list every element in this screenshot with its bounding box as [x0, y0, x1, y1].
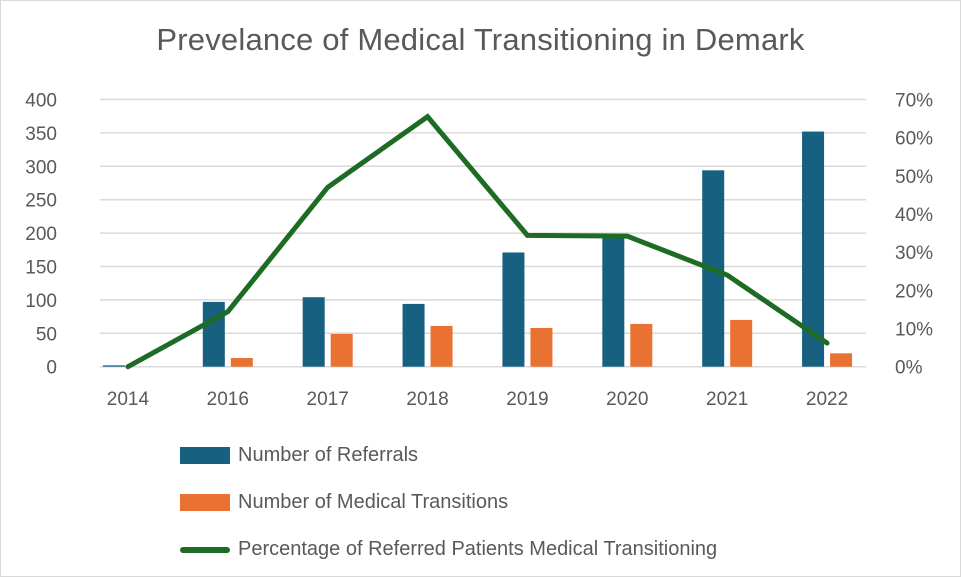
- chart-title: Prevelance of Medical Transitioning in D…: [156, 22, 805, 57]
- y2-tick-label: 30%: [895, 243, 933, 264]
- legend-swatch-transitions: [180, 494, 230, 511]
- y2-tick-label: 50%: [895, 167, 933, 188]
- bar-referrals: [102, 365, 125, 367]
- bar-transitions: [630, 323, 653, 367]
- x-tick-label: 2017: [307, 389, 349, 410]
- bar-referrals: [402, 303, 425, 367]
- legend-swatch-percentage: [180, 546, 230, 553]
- y-tick-label: 400: [25, 91, 57, 112]
- y-tick-label: 50: [36, 324, 57, 345]
- y2-tick-label: 10%: [895, 320, 933, 341]
- legend-label-percentage: Percentage of Referred Patients Medical …: [238, 538, 718, 560]
- y2-tick-label: 40%: [895, 205, 933, 226]
- legend-label-transitions: Number of Medical Transitions: [238, 491, 509, 513]
- bar-transitions: [230, 358, 253, 367]
- bar-referrals: [502, 252, 525, 367]
- bars: [102, 131, 853, 367]
- y-tick-label: 150: [25, 258, 57, 279]
- y-tick-label: 350: [25, 124, 57, 145]
- legend-swatch-referrals: [180, 447, 230, 464]
- y2-tick-label: 60%: [895, 129, 933, 150]
- legend: Number of Referrals Number of Medical Tr…: [180, 432, 717, 573]
- line-series: [125, 113, 830, 370]
- x-tick-label: 2014: [107, 389, 150, 410]
- bar-referrals: [202, 301, 225, 367]
- legend-item-referrals: Number of Referrals: [180, 432, 717, 479]
- bar-referrals: [302, 297, 325, 367]
- x-axis: 2014 2016 2017 2018 2019 2020 2021 2022: [107, 389, 848, 410]
- y2-tick-label: 70%: [895, 91, 933, 112]
- x-tick-label: 2018: [406, 389, 448, 410]
- legend-label-referrals: Number of Referrals: [238, 444, 419, 466]
- line-percentage: [125, 113, 830, 370]
- x-tick-label: 2019: [506, 389, 548, 410]
- x-tick-label: 2016: [207, 389, 249, 410]
- legend-item-percentage: Percentage of Referred Patients Medical …: [180, 526, 717, 573]
- gridlines: [100, 98, 866, 368]
- bar-referrals: [802, 131, 825, 367]
- y-tick-label: 200: [25, 224, 57, 245]
- x-tick-label: 2020: [606, 389, 648, 410]
- y2-tick-label: 0%: [895, 358, 923, 379]
- bar-transitions: [730, 319, 753, 367]
- bar-transitions: [330, 333, 353, 367]
- bar-transitions: [830, 353, 853, 367]
- bar-referrals: [602, 235, 625, 367]
- y-tick-label: 250: [25, 191, 57, 212]
- y-tick-label: 0: [46, 358, 57, 379]
- legend-item-transitions: Number of Medical Transitions: [180, 479, 717, 526]
- y-tick-label: 100: [25, 291, 57, 312]
- bar-transitions: [430, 325, 453, 367]
- bar-transitions: [530, 327, 553, 367]
- y-axis-left: 0 50 100 150 200 250 300 350 400: [25, 91, 57, 379]
- y2-tick-label: 20%: [895, 281, 933, 302]
- y-tick-label: 300: [25, 157, 57, 178]
- x-tick-label: 2022: [806, 389, 848, 410]
- x-tick-label: 2021: [706, 389, 748, 410]
- y-axis-right: 0% 10% 20% 30% 40% 50% 60% 70%: [895, 91, 933, 379]
